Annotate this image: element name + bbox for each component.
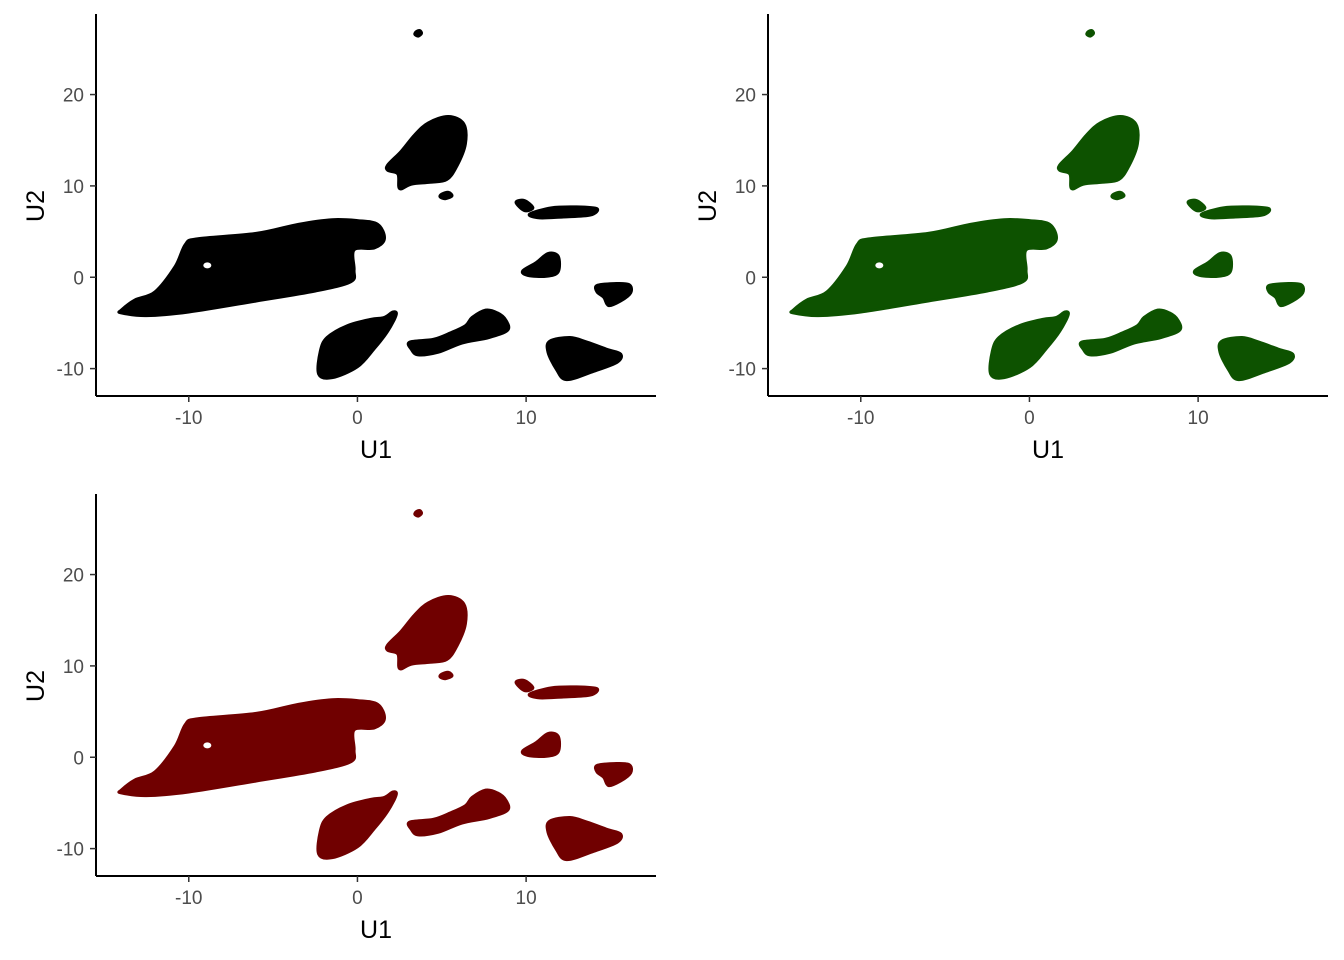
y-tick-label: 20 [735, 86, 756, 107]
cluster-right-bar-tail [514, 678, 535, 693]
x-axis-title: U1 [360, 916, 392, 944]
cluster-main [117, 217, 386, 318]
cluster-main-hole [875, 262, 884, 269]
cluster-bottom-right [545, 335, 623, 382]
y-tick-label: 20 [63, 86, 84, 107]
x-tick-label: 10 [1188, 408, 1209, 429]
x-tick-label: 10 [516, 408, 537, 429]
y-tick-label: 10 [735, 177, 756, 198]
x-tick-label: 0 [1024, 408, 1035, 429]
cluster-right-bar [1199, 205, 1272, 220]
x-tick-label: -10 [175, 888, 202, 909]
y-tick-label: 10 [63, 657, 84, 678]
cluster-far-right [593, 281, 634, 308]
cluster-lone-point [413, 29, 424, 38]
panel-top-right: -10 0 10 -10 0 10 20 U1 U2 [694, 14, 1328, 464]
y-tick-label: 0 [745, 268, 756, 289]
panel-bottom-left: -10 0 10 -10 0 10 20 U1 U2 [22, 494, 656, 944]
cluster-main [789, 217, 1058, 318]
cluster-main-hole [203, 742, 212, 749]
cluster-right-bar-tail [514, 198, 535, 213]
y-tick-label: -10 [57, 360, 84, 381]
cluster-bottom-left [316, 310, 398, 380]
cluster-right-mid [1192, 251, 1234, 279]
y-axis-title: U2 [22, 190, 50, 222]
cluster-top-small [438, 190, 454, 201]
cluster-far-right [1265, 281, 1306, 308]
cluster-right-bar [527, 205, 600, 220]
points-layer [117, 509, 634, 862]
x-axis-title: U1 [360, 436, 392, 464]
x-tick-label: -10 [847, 408, 874, 429]
y-tick-label: 20 [63, 566, 84, 587]
points-layer [117, 29, 634, 382]
x-tick-label: 0 [352, 408, 363, 429]
y-tick-label: 0 [73, 268, 84, 289]
y-axis-title: U2 [694, 190, 722, 222]
y-axis-title: U2 [22, 670, 50, 702]
cluster-top-small [438, 670, 454, 681]
cluster-right-bar-tail [1186, 198, 1207, 213]
cluster-lone-point [1085, 29, 1096, 38]
cluster-main-hole [203, 262, 212, 269]
cluster-bottom-mid [406, 788, 511, 837]
cluster-bottom-mid [406, 308, 511, 357]
x-tick-label: -10 [175, 408, 202, 429]
x-tick-label: 10 [516, 888, 537, 909]
cluster-right-mid [520, 731, 562, 759]
y-tick-label: -10 [57, 840, 84, 861]
cluster-top [384, 595, 468, 671]
cluster-right-mid [520, 251, 562, 279]
cluster-bottom-mid [1078, 308, 1183, 357]
cluster-right-bar [527, 685, 600, 700]
y-tick-label: 0 [73, 748, 84, 769]
cluster-top [384, 115, 468, 191]
cluster-bottom-left [316, 790, 398, 860]
cluster-top [1056, 115, 1140, 191]
cluster-bottom-right [545, 815, 623, 862]
cluster-bottom-right [1217, 335, 1295, 382]
cluster-far-right [593, 761, 634, 788]
cluster-main [117, 697, 386, 798]
y-tick-label: -10 [729, 360, 756, 381]
x-tick-label: 0 [352, 888, 363, 909]
x-axis-title: U1 [1032, 436, 1064, 464]
cluster-lone-point [413, 509, 424, 518]
cluster-bottom-left [988, 310, 1070, 380]
points-layer [789, 29, 1306, 382]
panel-top-left: -10 0 10 -10 0 10 20 U1 U2 [22, 14, 656, 464]
cluster-top-small [1110, 190, 1126, 201]
y-tick-label: 10 [63, 177, 84, 198]
